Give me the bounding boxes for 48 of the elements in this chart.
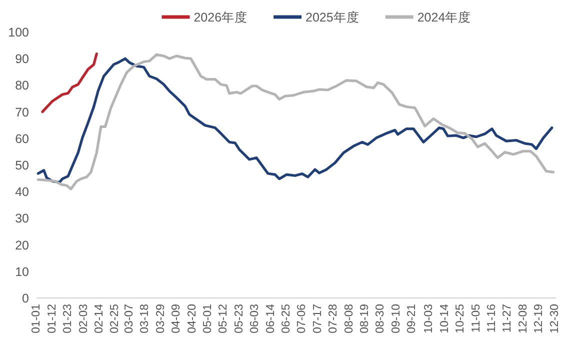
y-tick-label: 40 [15, 185, 30, 200]
x-tick-label: 04-09 [170, 304, 183, 334]
x-tick-label: 10-14 [438, 303, 451, 334]
x-tick-label: 01-12 [46, 304, 58, 334]
y-tick-label: 20 [15, 238, 30, 252]
x-tick-label: 01-23 [62, 304, 74, 334]
x-tick-label: 08-08 [343, 304, 356, 334]
x-tick-label: 07-28 [328, 304, 340, 334]
x-tick-label: 08-19 [358, 304, 371, 334]
x-tick-label: 07-06 [296, 304, 308, 334]
y-tick-label: 90 [15, 52, 30, 66]
x-tick-label: 11-05 [470, 304, 482, 333]
x-tick-label: 12-19 [533, 304, 546, 334]
x-tick-label: 04-20 [186, 304, 198, 334]
x-tick-label: 05-23 [233, 304, 246, 334]
x-tick-label: 02-25 [109, 304, 122, 334]
y-tick-label: 10 [15, 264, 30, 279]
x-tick-label: 02-03 [78, 304, 90, 334]
x-tick-label: 06-14 [264, 303, 277, 334]
x-tick-label: 08-30 [374, 304, 387, 334]
y-tick-label: 0 [22, 292, 30, 306]
x-tick-label: 11-16 [486, 304, 498, 333]
x-tick-label: 05-01 [202, 304, 214, 334]
legend-label: 2026年度 [194, 10, 248, 24]
legend-label: 2025年度 [306, 10, 360, 24]
legend-label: 2024年度 [417, 10, 472, 24]
y-tick-label: 50 [15, 158, 30, 172]
x-tick-label: 03-07 [123, 304, 136, 334]
x-tick-label: 09-10 [390, 304, 402, 334]
y-tick-label: 30 [15, 212, 30, 226]
x-tick-label: 11-27 [502, 304, 514, 333]
x-tick-label: 09-21 [406, 304, 418, 334]
y-tick-label: 70 [15, 105, 30, 120]
x-tick-label: 02-14 [93, 303, 106, 334]
y-tick-label: 80 [15, 78, 30, 93]
x-tick-label: 10-03 [423, 304, 436, 334]
x-tick-label: 10-25 [454, 304, 467, 334]
x-tick-label: 06-03 [249, 304, 262, 334]
x-tick-label: 05-12 [218, 304, 230, 334]
y-tick-label: 60 [15, 132, 30, 146]
x-tick-label: 12-08 [517, 304, 530, 334]
x-tick-label: 12-30 [548, 304, 561, 334]
y-tick-label: 100 [8, 26, 30, 40]
x-tick-label: 01-01 [30, 304, 43, 334]
x-tick-label: 03-18 [139, 304, 152, 334]
x-tick-label: 06-25 [280, 304, 292, 334]
x-tick-label: 07-17 [312, 304, 324, 334]
x-tick-label: 03-29 [154, 304, 167, 334]
